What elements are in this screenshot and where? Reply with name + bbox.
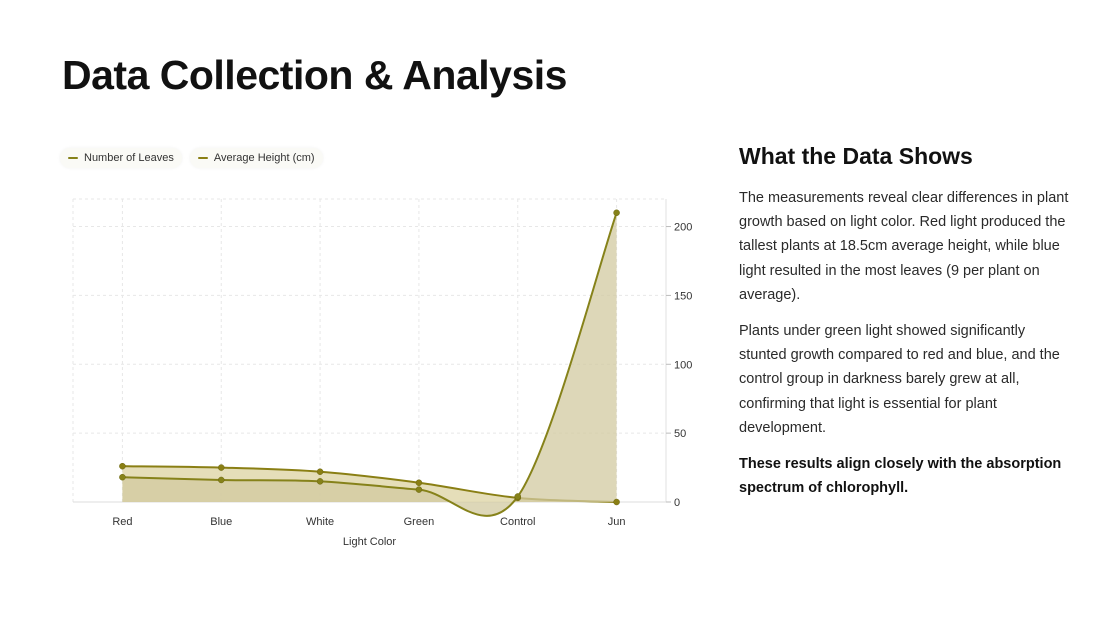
data-point-height xyxy=(218,464,225,471)
legend-swatch-leaves xyxy=(68,157,78,159)
x-tick-label: Control xyxy=(500,516,535,528)
data-point-height xyxy=(613,498,620,506)
x-tick-label: Green xyxy=(404,516,435,528)
data-point-leaves xyxy=(218,476,225,484)
data-point-leaves xyxy=(514,493,521,500)
legend-swatch-height xyxy=(197,157,208,159)
data-point-height xyxy=(316,468,324,475)
data-point-height xyxy=(119,462,126,470)
data-point-leaves xyxy=(415,486,423,493)
x-axis-title: Light Color xyxy=(343,536,397,548)
data-point-height xyxy=(415,479,423,486)
legend-label-leaves: Number of Leaves xyxy=(84,152,174,164)
area-fill-leaves xyxy=(122,212,617,516)
analysis-panel: What the Data Shows The measurements rev… xyxy=(739,143,1069,512)
analysis-paragraph-2: Plants under green light showed signific… xyxy=(739,323,1060,436)
data-point-leaves xyxy=(316,478,324,485)
legend-item-number-of-leaves[interactable]: Number of Leaves xyxy=(60,148,182,168)
y-tick-label: 150 xyxy=(674,290,692,302)
data-point-leaves xyxy=(119,473,126,481)
page-title: Data Collection & Analysis xyxy=(62,52,567,98)
y-tick-label: 100 xyxy=(674,359,692,371)
x-tick-label: Red xyxy=(112,516,132,528)
legend-label-height: Average Height (cm) xyxy=(213,152,315,164)
x-tick-label: White xyxy=(306,516,334,528)
chart-legend: Number of Leaves Average Height (cm) xyxy=(60,148,323,168)
y-tick-label: 50 xyxy=(674,428,686,440)
x-tick-label: Jun xyxy=(608,516,626,528)
analysis-heading: What the Data Shows xyxy=(739,143,973,169)
y-tick-label: 200 xyxy=(674,222,692,234)
analysis-paragraph-1: The measurements reveal clear difference… xyxy=(739,190,1069,303)
x-tick-label: Blue xyxy=(210,516,232,528)
data-point-leaves xyxy=(613,209,620,217)
legend-item-average-height[interactable]: Average Height (cm) xyxy=(189,148,323,168)
y-tick-label: 0 xyxy=(674,497,680,509)
analysis-conclusion: These results align closely with the abs… xyxy=(739,456,1062,497)
